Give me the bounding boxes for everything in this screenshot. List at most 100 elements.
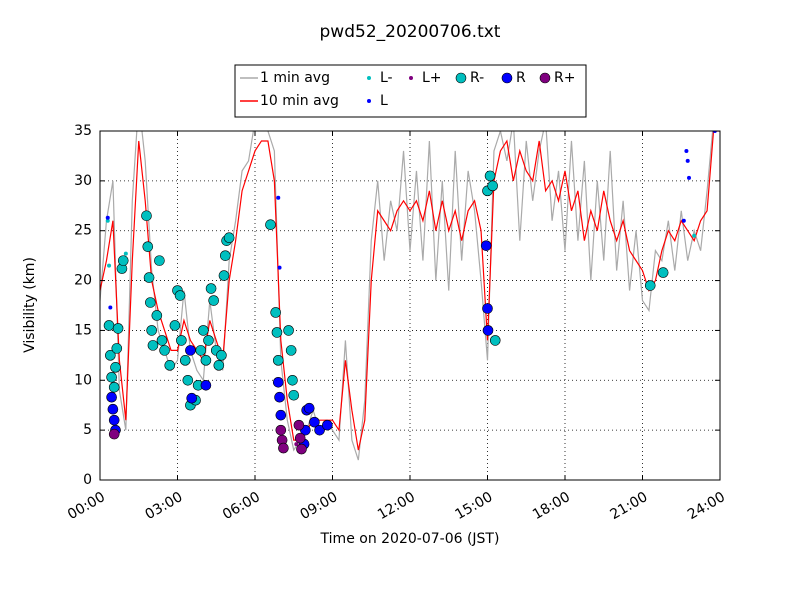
data-point	[287, 374, 298, 386]
data-point	[285, 345, 297, 356]
data-point	[107, 263, 112, 268]
data-point	[156, 335, 168, 346]
data-point	[142, 241, 154, 252]
data-point	[274, 391, 285, 403]
data-point	[203, 335, 214, 346]
data-point	[186, 392, 198, 404]
data-point	[293, 419, 305, 431]
data-point	[314, 424, 325, 436]
data-point	[296, 443, 307, 455]
data-point	[322, 419, 333, 431]
data-point	[272, 376, 284, 388]
legend-label: R	[516, 70, 526, 86]
legend-label: 1 min avg	[260, 70, 330, 86]
legend-swatch	[367, 76, 371, 80]
y-axis-label: Visibility (km)	[22, 257, 38, 353]
data-point	[154, 255, 165, 266]
y-tick-label: 20	[74, 273, 92, 289]
data-point	[489, 335, 501, 346]
y-tick-label: 25	[74, 223, 92, 239]
data-point	[200, 379, 212, 391]
y-tick-label: 15	[74, 322, 92, 338]
data-point	[283, 325, 294, 336]
data-point	[208, 295, 219, 306]
data-point	[145, 297, 156, 308]
data-point	[169, 320, 181, 331]
line-series	[100, 131, 714, 461]
plot-area	[100, 131, 720, 480]
data-point	[685, 158, 690, 163]
data-point	[223, 232, 235, 243]
data-point	[218, 270, 230, 281]
data-point	[216, 350, 227, 361]
legend-label: R+	[554, 70, 575, 86]
data-point	[303, 402, 315, 414]
data-point	[275, 424, 287, 436]
data-point	[108, 428, 120, 440]
data-point	[484, 170, 496, 182]
data-point	[684, 148, 689, 153]
data-point	[174, 290, 186, 301]
data-point	[159, 345, 170, 356]
data-point	[141, 210, 152, 222]
data-point	[288, 389, 300, 401]
data-point	[482, 303, 493, 314]
legend	[234, 64, 587, 118]
data-point	[108, 381, 120, 393]
data-point	[198, 325, 209, 336]
data-point	[164, 360, 176, 371]
data-point	[103, 320, 115, 331]
data-point	[117, 255, 129, 266]
legend-label: 10 min avg	[260, 93, 339, 109]
data-point	[205, 283, 217, 294]
data-point	[123, 251, 128, 256]
data-point	[681, 218, 686, 223]
data-point	[692, 233, 697, 238]
data-point	[275, 409, 287, 421]
data-point	[106, 391, 117, 403]
data-point	[687, 175, 691, 180]
y-tick-label: 10	[74, 372, 92, 388]
data-point	[480, 240, 492, 251]
data-point	[108, 305, 113, 310]
data-point	[110, 362, 121, 373]
data-point	[271, 327, 283, 338]
data-point	[219, 250, 231, 261]
data-point	[107, 403, 119, 415]
data-point	[644, 280, 656, 291]
legend-label: L-	[380, 70, 393, 86]
data-point	[182, 374, 194, 386]
data-point	[265, 219, 276, 231]
legend-swatch	[455, 72, 467, 84]
y-tick-label: 0	[83, 472, 92, 488]
data-point	[185, 345, 196, 356]
data-point	[195, 345, 207, 356]
data-point	[143, 272, 155, 283]
y-tick-label: 5	[83, 422, 92, 438]
data-point	[270, 307, 281, 318]
data-point	[179, 355, 191, 366]
data-point	[146, 325, 157, 336]
data-point	[176, 335, 187, 346]
data-point	[482, 325, 494, 336]
data-point	[147, 340, 159, 351]
legend-label: L	[380, 93, 388, 109]
legend-label: L+	[422, 70, 442, 86]
data-point	[278, 442, 289, 454]
data-point	[151, 310, 163, 321]
data-point	[657, 267, 669, 278]
chart-title: pwd52_20200706.txt	[320, 22, 501, 42]
data-point	[309, 416, 320, 428]
data-point	[111, 343, 123, 354]
x-axis-label: Time on 2020-07-06 (JST)	[320, 531, 500, 547]
data-point	[277, 265, 282, 270]
data-point	[105, 215, 110, 220]
data-point	[272, 355, 284, 366]
legend-swatch	[367, 99, 371, 103]
data-point	[105, 350, 116, 361]
data-point	[487, 180, 498, 192]
legend-swatch	[501, 72, 513, 84]
legend-swatch	[539, 72, 551, 84]
data-point	[106, 371, 117, 383]
